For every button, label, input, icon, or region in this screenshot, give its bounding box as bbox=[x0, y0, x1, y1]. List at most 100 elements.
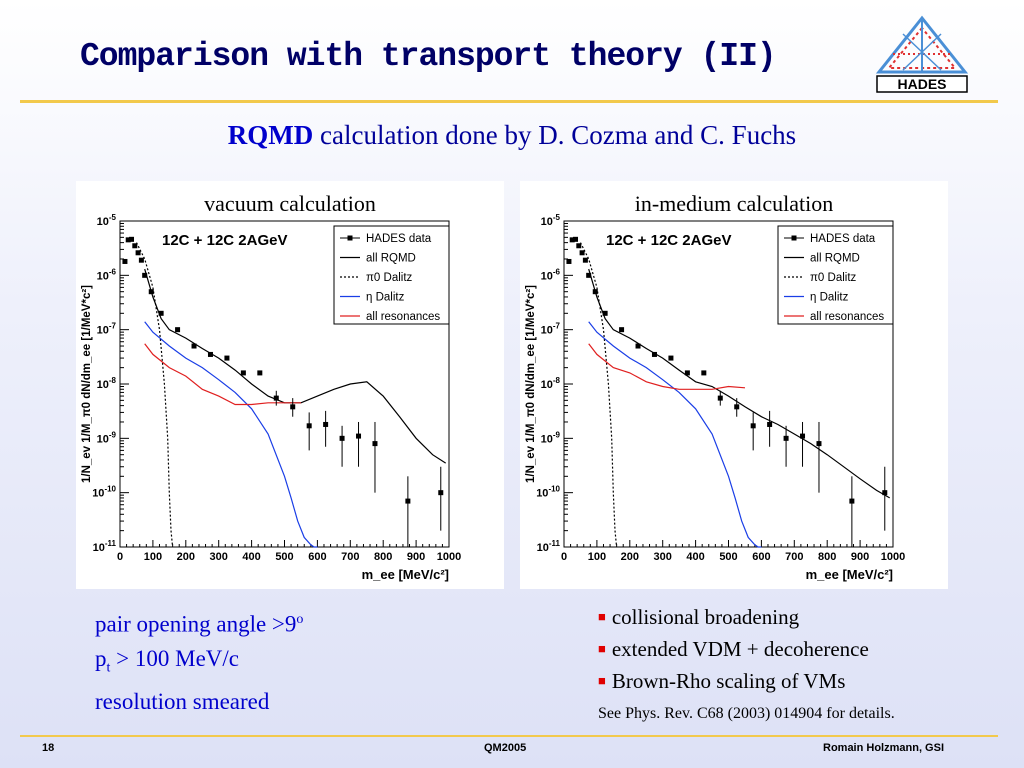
slide-title: Comparison with transport theory (II) bbox=[80, 38, 777, 75]
legend-label: all resonances bbox=[366, 311, 440, 323]
data-point bbox=[257, 370, 263, 376]
data-point bbox=[882, 490, 888, 496]
data-point bbox=[405, 498, 411, 504]
bullet-text: collisional broadening bbox=[611, 605, 800, 629]
x-tick-label: 400 bbox=[686, 551, 704, 563]
legend-box bbox=[333, 225, 450, 325]
data-point bbox=[701, 370, 707, 376]
y-tick-label: 10-11 bbox=[537, 539, 561, 554]
legend-label: all RQMD bbox=[366, 253, 416, 265]
in-medium-effects-list: ■ collisional broadening ■ extended VDM + … bbox=[598, 601, 869, 697]
series-line-black bbox=[588, 268, 890, 499]
y-tick-label: 10-6 bbox=[97, 267, 117, 282]
bullet-square-icon: ■ bbox=[598, 609, 606, 624]
data-point bbox=[849, 498, 855, 504]
x-tick-label: 300 bbox=[210, 551, 228, 563]
y-tick-label: 10-5 bbox=[541, 213, 561, 228]
x-tick-label: 500 bbox=[719, 551, 737, 563]
note-pt-p: p bbox=[95, 645, 107, 671]
y-tick-label: 10-10 bbox=[536, 485, 560, 500]
bullet-square-icon: ■ bbox=[598, 641, 606, 656]
legend-label: π0 Dalitz bbox=[366, 272, 413, 284]
y-tick-label: 10-8 bbox=[97, 376, 117, 391]
data-point bbox=[566, 258, 572, 264]
x-tick-label: 600 bbox=[308, 551, 326, 563]
data-point bbox=[438, 490, 444, 496]
data-point bbox=[138, 257, 144, 263]
y-tick-label: 10-8 bbox=[541, 376, 561, 391]
vacuum-chart-panel: vacuum calculation 0 100 200 300 400 500 600 700… bbox=[76, 181, 504, 589]
x-tick-label: 1000 bbox=[881, 551, 905, 563]
y-tick-label: 10-6 bbox=[541, 267, 561, 282]
series-line-blue bbox=[588, 321, 762, 548]
series-line-dotted bbox=[135, 242, 174, 548]
data-point bbox=[224, 355, 230, 361]
in-medium-chart-panel: in-medium calculation 0 100 200 300 400 500 600… bbox=[520, 181, 948, 589]
chart-panel-title: vacuum calculation bbox=[204, 191, 376, 216]
data-point bbox=[586, 272, 592, 278]
data-point bbox=[592, 289, 598, 295]
data-point bbox=[602, 310, 608, 316]
series-line-red bbox=[588, 343, 746, 390]
x-tick-label: 100 bbox=[144, 551, 162, 563]
hades-logo-text: HADES bbox=[897, 76, 946, 92]
legend-label: HADES data bbox=[810, 233, 876, 245]
in-medium-chart: in-medium calculation 0 100 200 300 400 500 600… bbox=[525, 191, 905, 582]
data-point bbox=[619, 327, 625, 333]
data-point bbox=[582, 257, 588, 263]
hades-logo: HADES bbox=[875, 15, 969, 93]
data-point bbox=[323, 421, 329, 427]
note-pt: pt > 100 MeV/c bbox=[95, 642, 303, 686]
data-point bbox=[191, 343, 197, 349]
legend-label: η Dalitz bbox=[810, 292, 849, 304]
legend-box bbox=[777, 225, 894, 325]
bottom-divider bbox=[20, 735, 998, 737]
series-line-blue bbox=[144, 321, 318, 548]
bullet-item: ■ extended VDM + decoherence bbox=[598, 633, 869, 665]
y-tick-label: 10-10 bbox=[92, 485, 116, 500]
degree-sup: o bbox=[296, 612, 304, 627]
x-tick-label: 0 bbox=[117, 551, 123, 563]
subtitle-rest: calculation done by D. Cozma and C. Fuch… bbox=[313, 120, 797, 150]
conference-name: QM2005 bbox=[484, 742, 527, 754]
data-point bbox=[734, 404, 740, 410]
x-tick-label: 600 bbox=[752, 551, 770, 563]
y-axis-label: 1/N_ev 1/M_π0 dN/dm_ee [1/MeV*c²] bbox=[525, 285, 537, 483]
bullet-item: ■ Brown-Rho scaling of VMs bbox=[598, 665, 869, 697]
y-tick-label: 10-11 bbox=[93, 539, 117, 554]
x-tick-label: 800 bbox=[374, 551, 392, 563]
data-point bbox=[132, 243, 138, 249]
subtitle-bold: RQMD bbox=[227, 120, 314, 150]
bullet-text: extended VDM + decoherence bbox=[611, 637, 869, 661]
data-point bbox=[569, 237, 575, 243]
reference-note: See Phys. Rev. C68 (2003) 014904 for det… bbox=[598, 705, 895, 722]
slide-subtitle: RQMD calculation done by D. Cozma and C.… bbox=[0, 120, 1024, 151]
x-tick-label: 500 bbox=[275, 551, 293, 563]
top-divider bbox=[20, 100, 998, 103]
legend-marker bbox=[347, 235, 353, 241]
data-point bbox=[148, 289, 154, 295]
series-line-red bbox=[144, 343, 301, 406]
x-axis-label: m_ee [MeV/c²] bbox=[362, 567, 449, 582]
data-point bbox=[135, 250, 141, 256]
y-tick-label: 10-5 bbox=[97, 213, 117, 228]
x-tick-label: 200 bbox=[621, 551, 639, 563]
x-axis-label: m_ee [MeV/c²] bbox=[806, 567, 893, 582]
y-axis-label: 1/N_ev 1/M_π0 dN/dm_ee [1/MeV*c²] bbox=[81, 285, 93, 483]
data-point bbox=[306, 423, 312, 429]
x-tick-label: 100 bbox=[588, 551, 606, 563]
author-name: Romain Holzmann, GSI bbox=[823, 742, 945, 754]
y-tick-label: 10-7 bbox=[541, 322, 561, 337]
data-point bbox=[767, 421, 773, 427]
data-point bbox=[717, 395, 723, 401]
data-point bbox=[372, 441, 378, 447]
data-point bbox=[684, 370, 690, 376]
data-point bbox=[816, 441, 822, 447]
x-tick-label: 0 bbox=[561, 551, 567, 563]
data-point bbox=[339, 435, 345, 441]
data-point bbox=[800, 433, 806, 439]
legend-label: all resonances bbox=[810, 311, 884, 323]
data-point bbox=[356, 433, 362, 439]
x-tick-label: 700 bbox=[785, 551, 803, 563]
data-point bbox=[750, 423, 756, 429]
